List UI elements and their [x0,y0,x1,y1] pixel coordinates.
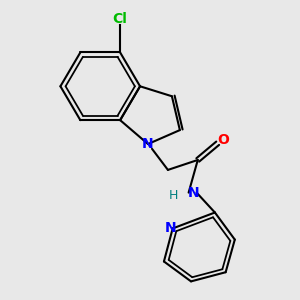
Text: N: N [142,137,154,151]
Text: O: O [217,134,229,147]
Text: N: N [165,221,176,236]
Text: H: H [168,189,178,202]
Text: N: N [188,186,199,200]
Text: Cl: Cl [113,12,128,26]
